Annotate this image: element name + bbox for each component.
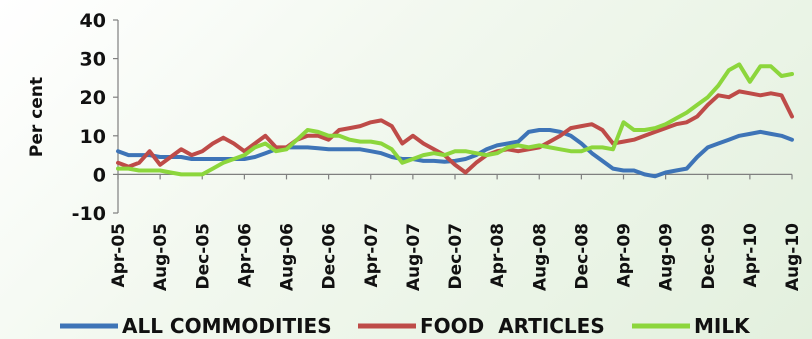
x-tick-label: Aug-06 — [278, 223, 298, 291]
legend-item: FOOD ARTICLES — [358, 314, 605, 338]
series-line-food-articles — [116, 89, 794, 175]
y-tick-label: 0 — [93, 164, 106, 186]
x-tick-label: Apr-08 — [488, 223, 508, 287]
legend: ALL COMMODITIES FOOD ARTICLES MILK — [60, 314, 751, 338]
legend-item: ALL COMMODITIES — [60, 314, 332, 338]
x-tick-label: Dec-06 — [320, 223, 340, 289]
y-tick-label: 20 — [80, 87, 106, 109]
x-tick-label: Aug-10 — [783, 223, 803, 291]
y-axis-ticks: -10 0 10 20 30 40 — [72, 10, 118, 225]
x-tick-label: Apr-05 — [109, 223, 129, 287]
series-line-milk — [116, 62, 794, 177]
y-tick-label: 40 — [80, 10, 106, 32]
x-tick-label: Apr-09 — [615, 223, 635, 287]
y-tick-label: 30 — [80, 49, 106, 71]
y-tick-label: -10 — [72, 203, 106, 225]
legend-label: ALL COMMODITIES — [122, 314, 332, 338]
series-lines — [116, 62, 794, 179]
x-tick-label: Aug-09 — [657, 223, 677, 291]
x-tick-label: Apr-06 — [235, 223, 255, 287]
x-tick-label: Apr-07 — [362, 223, 382, 287]
legend-label: FOOD ARTICLES — [420, 314, 605, 338]
y-tick-label: 10 — [80, 126, 106, 148]
y-axis-title: Per cent — [27, 77, 47, 157]
x-tick-label: Apr-10 — [741, 223, 761, 288]
x-tick-label: Dec-07 — [446, 223, 466, 289]
x-tick-label: Aug-08 — [530, 223, 550, 291]
x-tick-label: Aug-05 — [151, 223, 171, 291]
x-tick-label: Dec-09 — [699, 223, 719, 289]
y-axis-title-group: Per cent — [27, 77, 47, 157]
x-axis-ticks: Apr-05 Aug-05 Dec-05 Apr-06 Aug-06 Dec-06 Apr-… — [109, 174, 803, 291]
x-tick-label: Dec-08 — [572, 223, 592, 289]
x-tick-label: Aug-07 — [404, 223, 424, 291]
axes — [117, 20, 792, 213]
x-tick-label: Dec-05 — [193, 223, 213, 289]
legend-item: MILK — [632, 314, 751, 338]
legend-label: MILK — [694, 314, 751, 338]
